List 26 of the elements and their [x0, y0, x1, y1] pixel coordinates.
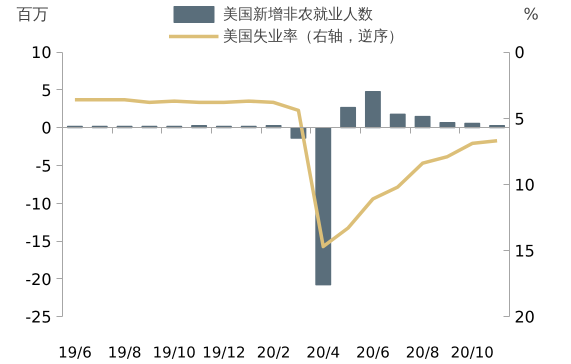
x-tick-label: 20/2 [256, 344, 290, 362]
y-tick-label: -5 [36, 156, 52, 176]
y2-tick-label: 10 [514, 175, 535, 194]
y2-tick-label: 5 [514, 109, 525, 128]
x-tick-label: 20/10 [450, 344, 494, 362]
x-tick-label: 19/6 [58, 344, 92, 362]
legend-label: 美国新增非农就业人数 [223, 4, 373, 24]
y2-tick-label: 20 [514, 308, 535, 327]
y-tick-label: 0 [41, 118, 52, 138]
x-tick-label: 20/4 [306, 344, 340, 362]
y-tick-label: 10 [31, 43, 52, 62]
y-tick-label: -10 [25, 194, 52, 214]
y2-tick-label: 0 [514, 43, 525, 62]
y-tick-label: 5 [41, 80, 52, 100]
y-tick-label: -20 [25, 270, 52, 289]
y-tick-label: -15 [25, 232, 52, 252]
y2-tick-label: 15 [514, 241, 535, 260]
x-tick-label: 19/10 [152, 344, 196, 362]
x-tick-label: 20/8 [406, 344, 440, 362]
legend-label: 美国失业率（右轴，逆序） [223, 26, 403, 46]
x-tick-label: 19/12 [202, 344, 246, 362]
y-tick-label: -25 [25, 308, 52, 327]
x-tick-label: 20/6 [356, 344, 390, 362]
y-axis-title: 百万 [16, 4, 48, 24]
y2-axis-title: % [524, 4, 539, 24]
x-tick-label: 19/8 [108, 344, 142, 362]
